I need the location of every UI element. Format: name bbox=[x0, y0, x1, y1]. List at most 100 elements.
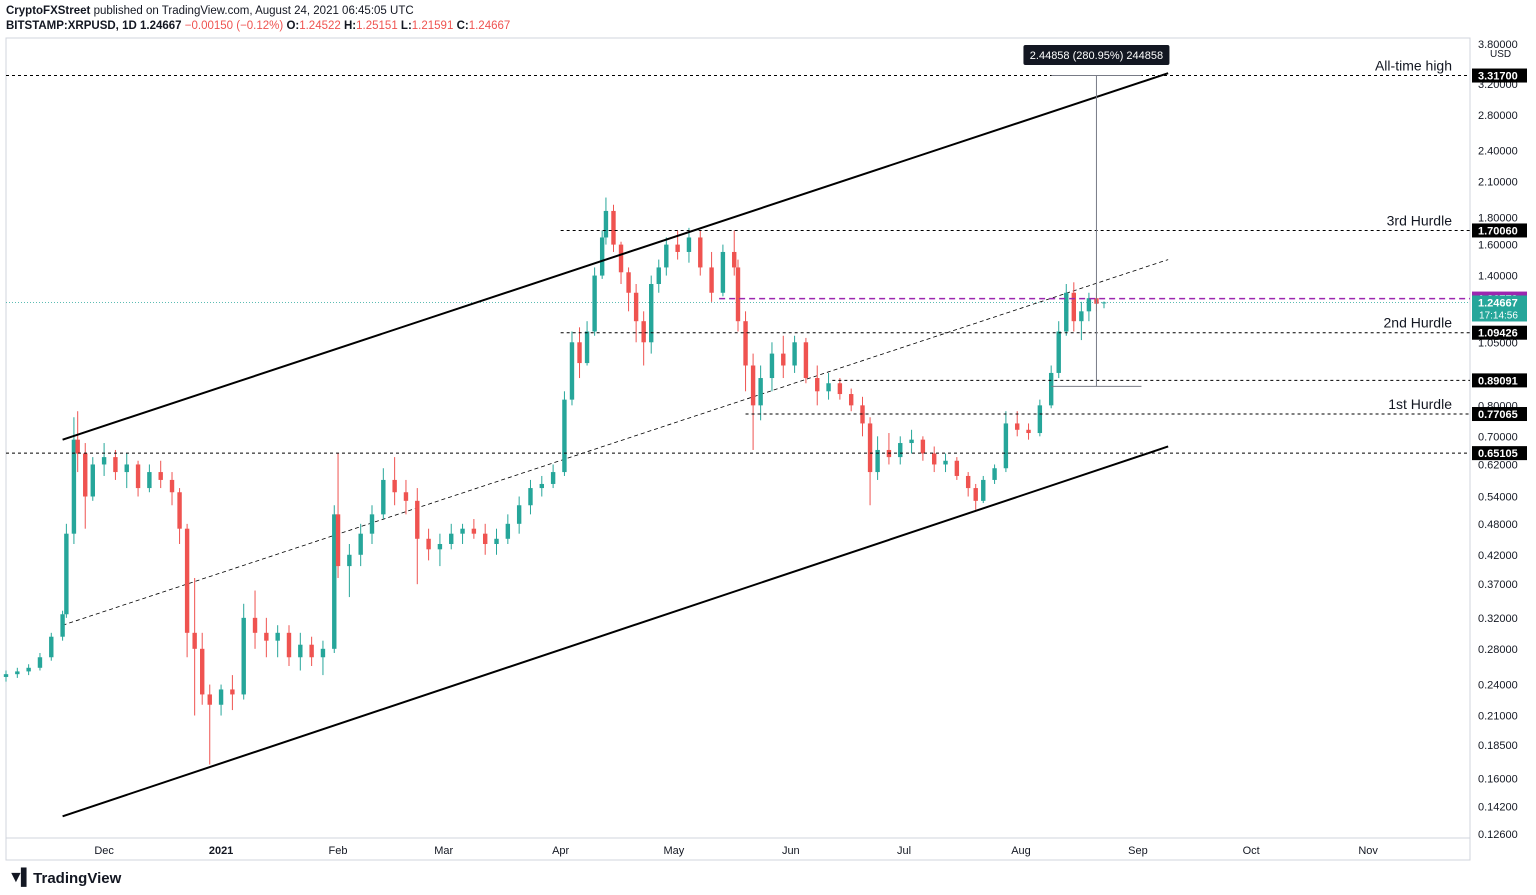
level-label: 2nd Hurdle bbox=[1384, 315, 1453, 331]
price-tick-label: 0.12600 bbox=[1478, 829, 1518, 841]
time-tick-label: Feb bbox=[329, 845, 348, 857]
channel-line-lower bbox=[62, 445, 1169, 818]
price-axis[interactable]: 3.800003.200002.800002.400002.100001.800… bbox=[1478, 39, 1518, 841]
candle-body bbox=[392, 479, 397, 493]
candle-body bbox=[75, 439, 80, 454]
candle-body bbox=[1086, 298, 1092, 312]
low-label: L: bbox=[400, 20, 412, 32]
price-tag-label: 0.89091 bbox=[1478, 375, 1518, 387]
price-tick-label: 0.14200 bbox=[1478, 801, 1518, 813]
candle-body bbox=[732, 251, 737, 268]
candle-body bbox=[460, 528, 465, 534]
close-value: 1.24667 bbox=[468, 20, 511, 32]
candle-body bbox=[516, 505, 522, 524]
candle-body bbox=[584, 331, 590, 364]
price-tick-label: 3.80000 bbox=[1478, 39, 1518, 51]
price-tick-label: 1.60000 bbox=[1478, 240, 1518, 252]
publisher-line: CryptoFXStreet published on TradingView.… bbox=[6, 4, 510, 19]
price-tick-label: 0.16000 bbox=[1478, 774, 1518, 786]
price-tag-box bbox=[1472, 373, 1527, 388]
price-tick-label: 0.32000 bbox=[1478, 613, 1518, 625]
time-tick-label: May bbox=[663, 845, 684, 857]
candle-body bbox=[577, 342, 582, 364]
candle-body bbox=[415, 500, 420, 539]
price-tag-box bbox=[1472, 68, 1527, 83]
price-tick-label: 0.18500 bbox=[1478, 740, 1518, 752]
candle-body bbox=[482, 533, 488, 544]
candle-body bbox=[954, 460, 960, 476]
price-tag-label: 1.24667 bbox=[1478, 297, 1518, 309]
price-tag-label: 0.65105 bbox=[1478, 448, 1518, 460]
candle-body bbox=[147, 472, 152, 489]
measure-tool[interactable]: 2.44858 (280.95%) 244858 bbox=[1023, 45, 1170, 387]
candle-body bbox=[1064, 292, 1069, 332]
candle-body bbox=[758, 378, 763, 406]
candle-body bbox=[1056, 331, 1061, 373]
candle-body bbox=[1015, 423, 1020, 430]
candle-body bbox=[264, 632, 269, 641]
channel-line-upper bbox=[62, 72, 1169, 441]
time-tick-label: Apr bbox=[552, 845, 569, 857]
candle-body bbox=[177, 492, 182, 529]
candle-body bbox=[347, 554, 352, 567]
time-axis[interactable]: Dec 2021 Feb Mar Apr May Jun Jul Aug Sep Oct Nov bbox=[94, 845, 1378, 857]
high-value: 1.25151 bbox=[356, 20, 398, 32]
time-tick-label: Oct bbox=[1243, 845, 1260, 857]
candle-body bbox=[358, 533, 363, 555]
candle-body bbox=[309, 644, 314, 658]
candle-body bbox=[709, 267, 714, 293]
price-chart[interactable]: All-time high 3rd Hurdle 2nd Hurdle 1st Hur… bbox=[0, 0, 1536, 868]
candle-body bbox=[599, 237, 605, 276]
candle-body bbox=[184, 528, 190, 633]
candle-body bbox=[1071, 292, 1077, 322]
candle-body bbox=[837, 383, 843, 395]
price-tick-label: 2.80000 bbox=[1478, 110, 1518, 122]
candle-body bbox=[471, 528, 477, 534]
price-tag-label: 0.77065 bbox=[1478, 409, 1518, 421]
candle-body bbox=[898, 443, 903, 458]
candle-body bbox=[335, 514, 341, 567]
candle-body bbox=[981, 479, 986, 501]
published-text: published on TradingView.com, August 24,… bbox=[93, 5, 414, 17]
candle-body bbox=[603, 210, 609, 238]
price-tick-label: 0.62000 bbox=[1478, 459, 1518, 471]
candle-body bbox=[973, 488, 978, 501]
candle-body bbox=[218, 689, 224, 705]
candle-body bbox=[769, 353, 775, 379]
candle-body bbox=[550, 472, 556, 484]
candle-body bbox=[743, 321, 748, 366]
candle-body bbox=[252, 617, 258, 633]
candle-body bbox=[750, 365, 756, 406]
price-tag-label: 1.09426 bbox=[1478, 328, 1518, 340]
candle-body bbox=[803, 342, 809, 379]
candle-body bbox=[920, 439, 926, 454]
publisher-name[interactable]: CryptoFXStreet bbox=[6, 5, 91, 17]
open-value: 1.24522 bbox=[299, 20, 341, 32]
candle-body bbox=[275, 632, 280, 641]
candle-body bbox=[207, 694, 212, 705]
candle-body bbox=[49, 636, 54, 658]
tradingview-logo[interactable]: ▼▌ TradingView bbox=[8, 869, 121, 887]
candle-body bbox=[200, 648, 205, 695]
price-tick-label: 2.10000 bbox=[1478, 177, 1518, 189]
time-tick-label: Jun bbox=[782, 845, 800, 857]
candle-body bbox=[169, 479, 175, 493]
price-tag-label: 3.31700 bbox=[1478, 71, 1518, 83]
candles bbox=[3, 197, 1107, 765]
candle-body bbox=[698, 237, 703, 268]
candle-body bbox=[992, 468, 997, 480]
candle-body bbox=[815, 378, 820, 392]
candle-body bbox=[113, 457, 118, 473]
candle-body bbox=[60, 614, 65, 637]
price-tick-label: 2.40000 bbox=[1478, 146, 1518, 158]
candle-body bbox=[369, 514, 375, 534]
chart-header: CryptoFXStreet published on TradingView.… bbox=[6, 4, 510, 34]
candle-body bbox=[569, 342, 575, 400]
price-tag-box bbox=[1472, 223, 1527, 238]
price-tag-box bbox=[1472, 446, 1527, 461]
candle-body bbox=[611, 210, 616, 245]
price-tag-box bbox=[1472, 295, 1527, 322]
candle-body bbox=[649, 284, 654, 343]
time-tick-label: Nov bbox=[1358, 845, 1378, 857]
candle-body bbox=[664, 244, 669, 268]
